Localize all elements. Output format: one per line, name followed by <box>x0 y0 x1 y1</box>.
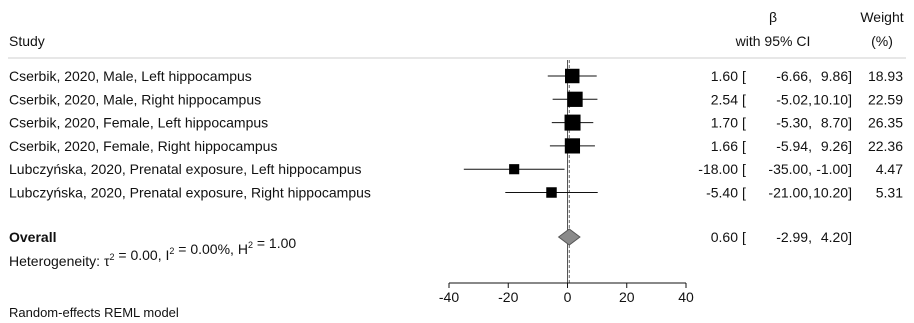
ci-lower-value: -6.66, <box>776 68 812 84</box>
weight-value: 5.31 <box>876 185 903 201</box>
study-label: Cserbik, 2020, Female, Right hippocampus <box>9 138 277 154</box>
estimate-value: -18.00 <box>698 161 738 177</box>
ci-open-bracket: [ <box>742 91 746 107</box>
estimate-square <box>546 187 557 198</box>
x-tick-label: -40 <box>439 289 459 305</box>
study-row: Cserbik, 2020, Male, Left hippocampus 1.6… <box>9 68 903 84</box>
ci-lower-value: -21.00, <box>768 185 812 201</box>
estimate-square <box>564 114 581 131</box>
study-label: Cserbik, 2020, Male, Right hippocampus <box>9 91 261 107</box>
weight-value: 18.93 <box>868 68 903 84</box>
study-label: Cserbik, 2020, Male, Left hippocampus <box>9 68 252 84</box>
weight-value: 22.36 <box>868 138 903 154</box>
overall-diamond <box>557 228 581 246</box>
header-weight-unit: (%) <box>871 33 893 49</box>
ci-open-bracket: [ <box>742 115 746 131</box>
study-row: Cserbik, 2020, Male, Right hippocampus 2.… <box>9 91 903 107</box>
ci-upper-value: 9.26] <box>821 138 852 154</box>
ci-lower-value: -35.00, <box>768 161 812 177</box>
estimate-value: 2.54 <box>711 91 738 107</box>
ci-upper-value: 10.20] <box>813 185 852 201</box>
study-label: Cserbik, 2020, Female, Left hippocampus <box>9 115 268 131</box>
header-beta: β <box>769 9 777 25</box>
header-ci: with 95% CI <box>735 33 811 49</box>
study-row: Lubczyńska, 2020, Prenatal exposure, Rig… <box>9 185 903 201</box>
header-weight: Weight <box>860 9 903 25</box>
model-note: Random-effects REML model <box>9 305 179 320</box>
study-row: Cserbik, 2020, Female, Right hippocampus… <box>9 138 903 154</box>
ci-lower-value: -5.02, <box>776 91 812 107</box>
overall-row: Overall 0.60[ -2.99, 4.20] <box>9 228 852 246</box>
ci-upper-value: 4.20] <box>821 229 852 245</box>
estimate-square <box>565 68 580 84</box>
ci-lower-value: -5.30, <box>776 115 812 131</box>
ci-upper-value: 9.86] <box>821 68 852 84</box>
weight-value: 22.59 <box>868 91 903 107</box>
heterogeneity-text: Heterogeneity: τ2 = 0.00, I2 = 0.00%, H2… <box>9 235 296 269</box>
ci-lower-value: -5.94, <box>776 138 812 154</box>
ci-open-bracket: [ <box>742 229 746 245</box>
header-study: Study <box>9 33 45 49</box>
ci-upper-value: 10.10] <box>813 91 852 107</box>
estimate-value: 1.66 <box>711 138 738 154</box>
ci-open-bracket: [ <box>742 161 746 177</box>
ci-open-bracket: [ <box>742 138 746 154</box>
estimate-value: 0.60 <box>711 229 738 245</box>
estimate-square <box>567 91 583 107</box>
x-tick-label: 20 <box>619 289 635 305</box>
ci-upper-value: -1.00] <box>816 161 852 177</box>
estimate-value: 1.70 <box>711 115 738 131</box>
estimate-value: 1.60 <box>711 68 738 84</box>
weight-value: 4.47 <box>876 161 903 177</box>
ci-upper-value: 8.70] <box>821 115 852 131</box>
ci-open-bracket: [ <box>742 185 746 201</box>
x-tick-label: 0 <box>564 289 572 305</box>
estimate-square <box>564 138 581 154</box>
estimate-square <box>509 164 520 175</box>
study-label: Lubczyńska, 2020, Prenatal exposure, Rig… <box>9 185 371 201</box>
weight-value: 26.35 <box>868 115 903 131</box>
ci-lower-value: -2.99, <box>776 229 812 245</box>
overall-label: Overall <box>9 229 56 245</box>
study-row: Cserbik, 2020, Female, Left hippocampus 1… <box>9 114 903 131</box>
x-tick-label: -20 <box>498 289 518 305</box>
study-label: Lubczyńska, 2020, Prenatal exposure, Lef… <box>9 161 362 177</box>
estimate-value: -5.40 <box>706 185 738 201</box>
x-tick-label: 40 <box>678 289 694 305</box>
study-row: Lubczyńska, 2020, Prenatal exposure, Lef… <box>9 161 903 177</box>
ci-open-bracket: [ <box>742 68 746 84</box>
